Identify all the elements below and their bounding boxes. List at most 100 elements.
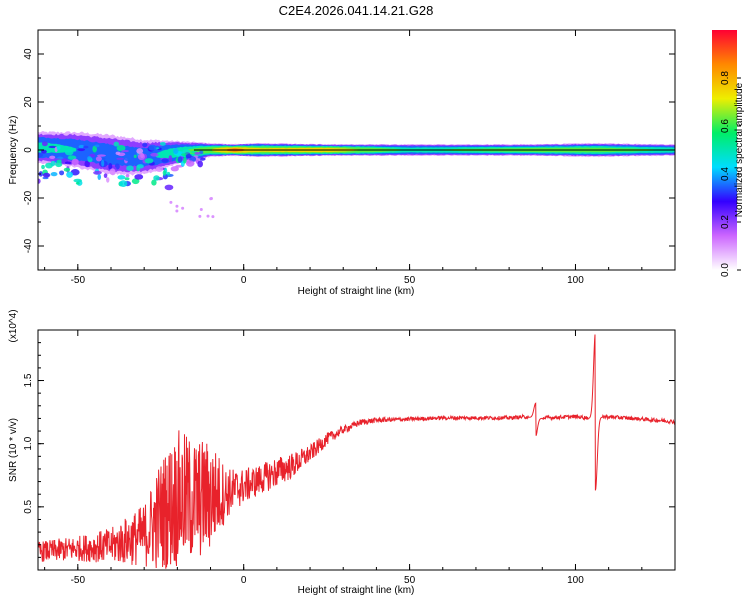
spectrogram-blob — [70, 169, 80, 176]
snr-y-tick-label: 1.5 — [23, 373, 34, 387]
spectrogram-blob — [125, 174, 130, 178]
spectrogram-blob — [103, 173, 108, 179]
colorbar-tick-label: 0.4 — [720, 167, 731, 181]
spectrogram-blob — [87, 156, 92, 160]
snr-frame — [37, 329, 676, 571]
spectrogram-blob — [142, 142, 148, 148]
snr-x-tick-label: 100 — [567, 575, 584, 586]
spectrogram-blob — [97, 154, 106, 157]
spectrogram-blob — [170, 166, 179, 172]
colorbar-label: Normalized spectral amplitude — [734, 82, 745, 217]
spectrogram-marks — [38, 130, 675, 219]
spectrogram-blob — [56, 159, 62, 163]
spectrogram-blob — [42, 172, 51, 178]
spectrogram-blob — [155, 166, 164, 173]
spectrogram-y-tick-label: 20 — [23, 96, 34, 108]
spectrogram-blob — [153, 175, 160, 181]
spectrogram-blob — [175, 204, 179, 208]
spectrogram-blob — [185, 153, 192, 159]
spectrogram-x-tick-label: -50 — [71, 275, 86, 286]
spectrogram-blob — [151, 179, 157, 186]
snr-x-axis-label: Height of straight line (km) — [298, 585, 415, 596]
spectrogram-blob — [55, 161, 63, 168]
spectrogram-blob — [41, 149, 47, 154]
spectrogram-blob — [49, 155, 56, 159]
spectrogram-ticks: -50 0 50 100 40 20 0 -20 -40 — [23, 29, 676, 286]
spectrogram-blob — [148, 144, 157, 151]
spectrogram-blob — [197, 160, 203, 168]
spectrogram-blob — [41, 141, 48, 147]
spectrogram-blob — [92, 145, 97, 153]
spectrogram-blob — [124, 177, 130, 181]
colorbar-tick-label: 0.6 — [720, 119, 731, 133]
snr-x-tick-label: 0 — [241, 575, 247, 586]
spectrogram-blob — [164, 184, 174, 191]
snr-y-tick-label: 1.0 — [23, 436, 34, 450]
spectrogram-blob — [194, 151, 201, 155]
spectrogram-y-tick-label: -20 — [23, 190, 34, 205]
spectrogram-x-tick-label: 0 — [241, 275, 247, 286]
spectrogram-blob — [78, 144, 85, 149]
spectrogram-blob — [177, 156, 183, 163]
spectrogram-blob — [106, 177, 110, 183]
colorbar: 0.0 0.2 0.4 0.6 0.8 Normalized spectral ampl… — [712, 30, 745, 277]
spectrogram-blob — [209, 197, 213, 201]
snr-series-line — [38, 334, 675, 569]
spectrogram-blob — [94, 144, 100, 148]
spectrogram-blob — [75, 181, 80, 185]
colorbar-tick-label: 0.8 — [720, 71, 731, 85]
spectrogram-blob — [168, 155, 173, 162]
spectrogram-y-tick-label: 0 — [23, 147, 34, 153]
spectrogram-blob — [77, 148, 86, 152]
spectrogram-blob — [181, 206, 185, 210]
snr-x-tick-label: -50 — [71, 575, 86, 586]
snr-y-multiplier: (x10^4) — [8, 309, 19, 342]
spectrogram-blob — [166, 171, 171, 176]
spectrogram-blob — [56, 145, 61, 150]
spectrogram-blob — [38, 178, 41, 184]
colorbar-tick-label: 0.2 — [720, 215, 731, 229]
spectrogram-blob — [83, 145, 89, 149]
spectrogram-blob — [48, 145, 57, 149]
spectrogram-blob — [183, 157, 187, 164]
spectrogram-y-axis-label: Frequency (Hz) — [8, 116, 19, 185]
spectrogram-blob — [117, 175, 126, 180]
spectrogram-blob — [126, 165, 134, 171]
snr-y-axis-label: SNR (10 * v/v) — [8, 418, 19, 482]
spectrogram-blob — [211, 215, 215, 219]
spectrogram-blob — [144, 158, 154, 164]
spectrogram-blob — [185, 160, 195, 167]
spectrogram-blob — [50, 171, 58, 177]
spectrogram-blob — [199, 157, 206, 161]
spectrogram-blob — [206, 214, 210, 218]
spectrogram-blob — [161, 158, 169, 163]
spectrogram-blob — [113, 141, 120, 147]
spectrogram-blob — [108, 163, 113, 170]
spectrogram-blob — [136, 148, 144, 155]
spectrogram-blob — [38, 152, 43, 158]
spectrogram-blob — [134, 174, 144, 180]
spectrogram-blob — [84, 160, 90, 168]
spectrogram-blob — [71, 158, 79, 166]
spectrogram-panel: -50 0 50 100 40 20 0 -20 -40 Height of straight … — [8, 29, 676, 297]
spectrogram-blob — [73, 178, 82, 183]
spectrogram-blob — [131, 178, 140, 185]
spectrogram-blob — [89, 153, 96, 158]
colorbar-ticks: 0.0 0.2 0.4 0.6 0.8 — [720, 71, 741, 277]
spectrogram-blob — [150, 152, 159, 157]
spectrogram-blob — [66, 171, 73, 178]
spectrogram-blob — [101, 159, 105, 167]
spectrogram-blob — [123, 154, 132, 162]
spectrogram-blob — [199, 208, 203, 212]
spectrogram-blob — [175, 209, 179, 213]
colorbar-tick-label: 0.0 — [720, 263, 731, 277]
spectrogram-blob — [97, 173, 102, 180]
spectrogram-blob — [159, 141, 166, 146]
spectrogram-blob — [41, 164, 45, 170]
spectrogram-blob — [162, 169, 167, 176]
spectrogram-blob — [67, 155, 77, 160]
spectrogram-blob — [93, 170, 102, 175]
spectrogram-blob — [115, 151, 121, 156]
chart-title: C2E4.2026.041.14.21.G28 — [279, 3, 434, 18]
spectrogram-blob — [140, 152, 144, 159]
